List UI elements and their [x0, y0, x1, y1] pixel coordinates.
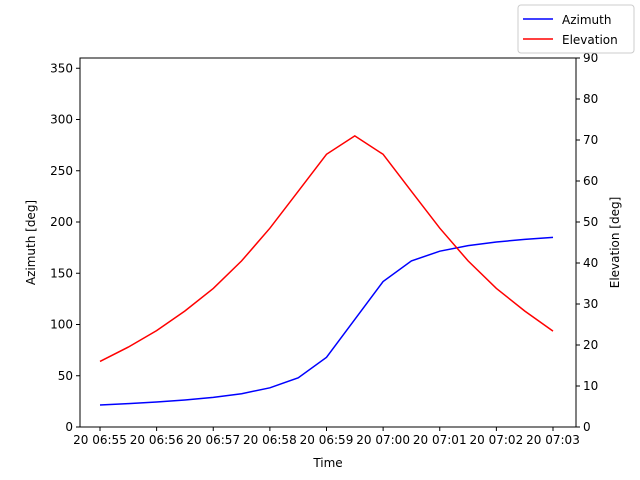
right-tick-label: 10 — [583, 379, 598, 393]
left-tick-label: 200 — [50, 215, 73, 229]
right-tick-label: 70 — [583, 133, 598, 147]
right-tick-label: 20 — [583, 338, 598, 352]
x-tick-label: 20 07:00 — [356, 433, 410, 447]
x-tick-label: 20 06:56 — [130, 433, 184, 447]
right-tick-label: 80 — [583, 92, 598, 106]
left-tick-label: 100 — [50, 318, 73, 332]
right-tick-label: 30 — [583, 297, 598, 311]
right-tick-label: 50 — [583, 215, 598, 229]
x-tick-label: 20 06:59 — [300, 433, 354, 447]
left-axis-label: Azimuth [deg] — [24, 200, 38, 285]
right-tick-label: 90 — [583, 51, 598, 65]
x-tick-label: 20 06:57 — [186, 433, 240, 447]
x-tick-label: 20 06:55 — [73, 433, 127, 447]
left-tick-label: 350 — [50, 61, 73, 75]
right-tick-label: 60 — [583, 174, 598, 188]
left-axis-ticks: 0 50 100 150 200 250 300 350 — [50, 61, 80, 434]
plot-frame — [79, 57, 577, 428]
series-line-elevation — [99, 135, 554, 363]
x-axis-ticks: 20 06:55 20 06:56 20 06:57 20 06:58 20 06:59… — [73, 427, 580, 447]
x-tick-label: 20 07:03 — [526, 433, 580, 447]
legend-label-azimuth: Azimuth — [562, 13, 611, 27]
x-tick-label: 20 07:01 — [413, 433, 467, 447]
left-tick-label: 150 — [50, 266, 73, 280]
legend: Azimuth Elevation — [517, 4, 635, 54]
series-line-azimuth — [99, 236, 554, 406]
left-tick-label: 50 — [58, 369, 73, 383]
right-tick-label: 40 — [583, 256, 598, 270]
x-tick-label: 20 06:58 — [243, 433, 297, 447]
right-tick-label: 0 — [583, 420, 591, 434]
legend-label-elevation: Elevation — [562, 33, 618, 47]
legend-frame — [517, 4, 635, 54]
x-tick-label: 20 07:02 — [470, 433, 524, 447]
left-tick-label: 300 — [50, 113, 73, 127]
left-tick-label: 250 — [50, 164, 73, 178]
right-axis-ticks: 0 10 20 30 40 50 60 70 80 90 — [576, 51, 598, 434]
series-lines — [99, 135, 554, 406]
right-axis-label: Elevation [deg] — [608, 197, 622, 289]
left-tick-label: 0 — [65, 420, 73, 434]
x-axis-label: Time — [312, 456, 342, 470]
